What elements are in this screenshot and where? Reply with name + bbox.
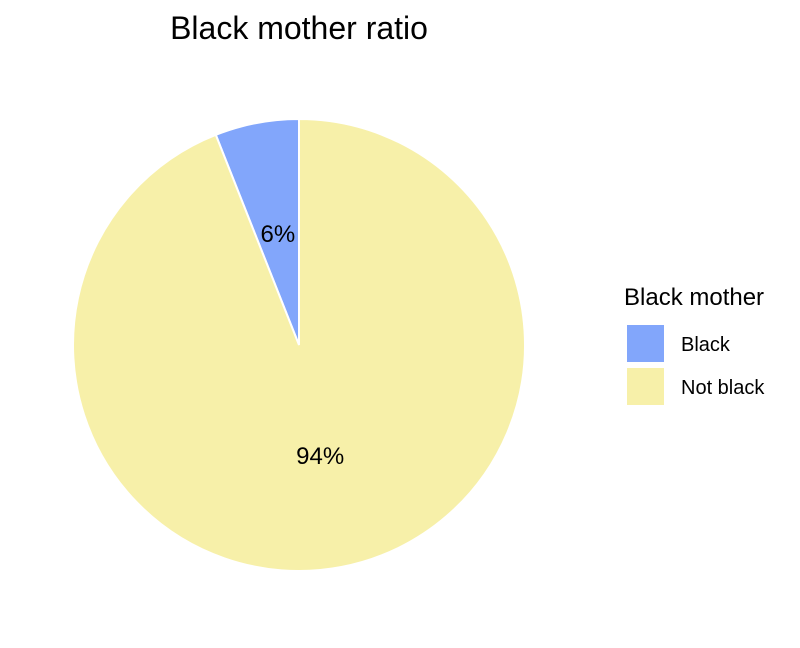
legend-title: Black mother xyxy=(624,284,764,311)
chart-title: Black mother ratio xyxy=(170,10,428,46)
legend-swatch-black xyxy=(627,325,664,362)
pie-slice-not-black xyxy=(72,117,526,572)
legend: Black mother Black Not black xyxy=(624,284,765,405)
slice-labels: 6% 94% xyxy=(260,221,344,470)
legend-items: Black Not black xyxy=(627,325,765,405)
legend-label-black: Black xyxy=(681,334,731,356)
slice-label-black: 6% xyxy=(260,221,295,248)
slice-label-not-black: 94% xyxy=(296,443,344,470)
pie-slices xyxy=(72,117,526,572)
legend-label-not-black: Not black xyxy=(681,377,765,399)
legend-swatch-not-black xyxy=(627,368,664,405)
